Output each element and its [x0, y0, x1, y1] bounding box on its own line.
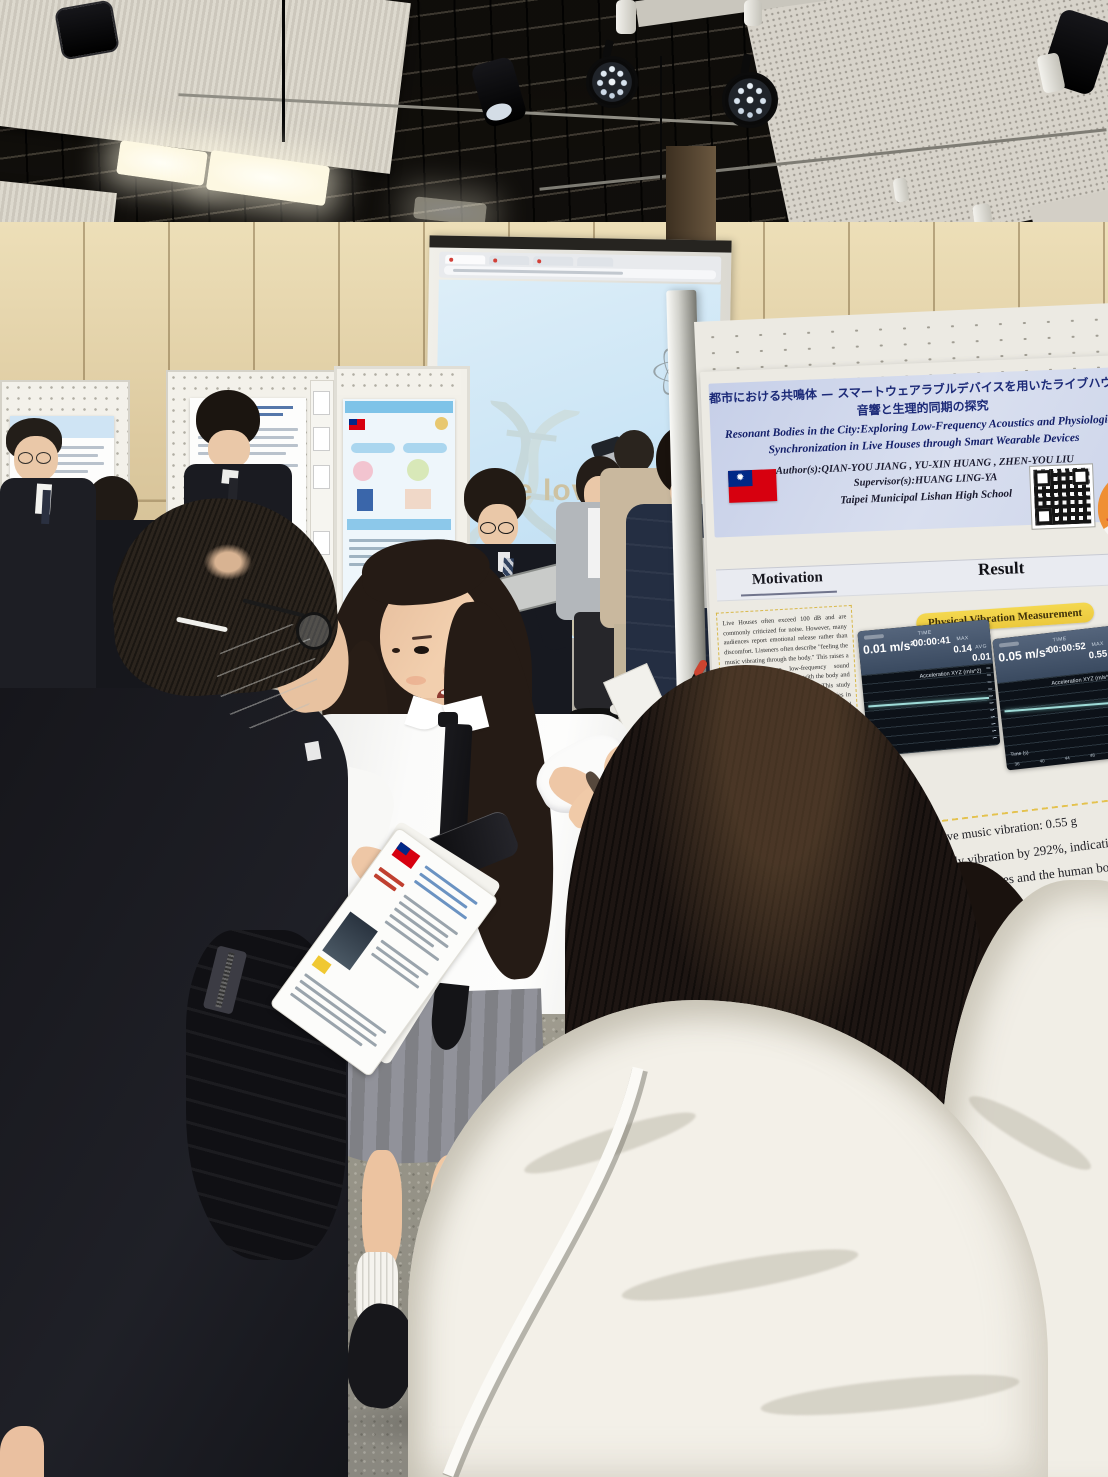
tie-knot — [438, 712, 458, 727]
text-line-placeholder — [394, 907, 449, 949]
meter-time-value: 00:00:41 — [912, 634, 952, 650]
tab-favicon — [493, 258, 498, 263]
meter-rms-label-placeholder — [998, 641, 1020, 648]
browser-chrome — [438, 251, 722, 283]
hanger-rod — [660, 56, 662, 180]
eye — [392, 648, 400, 653]
shirt-collar-sliver — [304, 740, 322, 762]
side-note-panel — [310, 380, 334, 598]
text-line-placeholder — [349, 539, 445, 542]
paper-note — [313, 391, 330, 415]
blush — [406, 676, 426, 685]
chart-title: Acceleration XYZ (m/s^2) — [919, 668, 982, 680]
tick: 44 — [1064, 755, 1070, 761]
track-light-icon — [616, 0, 636, 34]
figure-placeholder — [407, 459, 429, 481]
meter-max-label: MAX — [1091, 640, 1105, 649]
chart-y-axis — [986, 667, 998, 742]
eye — [414, 646, 429, 654]
section-pill — [351, 443, 395, 453]
qr-finder — [1034, 470, 1051, 487]
section-band — [347, 519, 451, 530]
figure-placeholder — [353, 461, 373, 481]
stage-light-icon — [722, 72, 778, 128]
tab-favicon — [537, 259, 542, 264]
poster-header: 都市における共鳴体 — スマートウェアラブルデバイスを用いたライブハウスにおける… — [708, 366, 1108, 549]
zipper-teeth — [215, 952, 235, 1008]
paper-note — [313, 465, 330, 489]
balding-crown — [196, 538, 260, 586]
school-logo-icon — [435, 417, 448, 430]
meter-avg-label: AVG — [975, 643, 988, 651]
poster-title-band — [345, 401, 453, 413]
flag-canton-sun: ✹ — [727, 469, 753, 487]
photo-placeholder — [322, 911, 378, 971]
paper-note — [313, 427, 330, 451]
tick: 36 — [1014, 761, 1020, 767]
stand-top-rail — [337, 369, 461, 395]
meter-rms-label-placeholder — [863, 634, 885, 640]
jacket-cord — [400, 1040, 700, 1477]
leg — [362, 1150, 402, 1270]
taiwan-flag-icon — [349, 419, 365, 430]
sun-logo-icon — [1096, 469, 1108, 549]
qr-finder — [1072, 468, 1089, 486]
meter-max-value: 0.55 — [1088, 648, 1108, 662]
flag-canton — [349, 419, 357, 425]
glasses-icon — [480, 522, 496, 534]
glasses-icon — [18, 452, 33, 464]
chart-x-axis-label: Time (s) — [1010, 749, 1029, 759]
hanger-rod — [282, 0, 285, 142]
meter-avg-value: 0.01 — [971, 651, 992, 664]
spotlight-icon — [53, 0, 121, 61]
chart-line — [868, 696, 990, 708]
figure-placeholder — [405, 489, 431, 509]
qr-code — [1029, 463, 1096, 530]
text-line-placeholder — [398, 900, 449, 939]
meter-rms-value: 0.05 m/s² — [997, 645, 1051, 665]
section-pill — [403, 443, 447, 453]
glasses-rim — [296, 612, 332, 650]
qr-finder — [1035, 507, 1053, 525]
highlight-chip — [311, 955, 332, 975]
tab-favicon — [449, 257, 454, 262]
chart-line — [1004, 701, 1108, 713]
text-line-placeholder — [18, 462, 104, 465]
glasses-icon — [36, 452, 51, 464]
figure-placeholder — [357, 489, 373, 511]
text-line-placeholder — [18, 454, 98, 457]
glasses-icon — [498, 522, 514, 534]
tick: 40 — [1039, 758, 1045, 764]
track-light-icon — [744, 0, 762, 26]
tick: 48 — [1089, 752, 1096, 759]
visitor-smiling-glasses — [0, 408, 100, 708]
taiwan-flag-icon — [391, 841, 421, 869]
meter-rms-value: 0.01 m/s² — [862, 638, 915, 657]
hand — [0, 1426, 44, 1477]
text-line-placeholder — [380, 939, 429, 976]
hair — [614, 430, 654, 474]
face — [208, 430, 250, 468]
chart-title: Acceleration XYZ (m/s^2) — [1051, 673, 1108, 687]
stage-light-icon — [586, 56, 638, 108]
taiwan-flag-icon: ✹ — [727, 469, 778, 503]
browser-tab — [577, 256, 614, 267]
meter-chart: Acceleration XYZ (m/s^2) Time (s) 36 40 … — [997, 668, 1108, 771]
meter-max-value: 0.14 — [952, 642, 973, 656]
flag-canton — [396, 841, 411, 856]
meter-max-label: MAX — [956, 635, 970, 643]
vibration-meter-2: 0.05 m/s² TIME 00:00:52 MAX 0.55 AVG 0.0… — [992, 624, 1108, 771]
